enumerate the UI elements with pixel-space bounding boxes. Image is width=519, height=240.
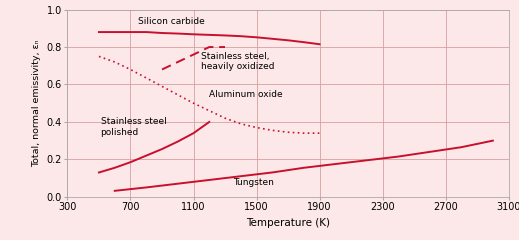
Text: Stainless steel,
heavily oxidized: Stainless steel, heavily oxidized (201, 52, 275, 71)
Y-axis label: Total, normal emissivity, εₙ: Total, normal emissivity, εₙ (32, 39, 41, 167)
Text: Stainless steel
polished: Stainless steel polished (101, 118, 166, 137)
Text: Silicon carbide: Silicon carbide (139, 18, 205, 26)
Text: Tungsten: Tungsten (233, 178, 274, 186)
Text: Aluminum oxide: Aluminum oxide (209, 90, 283, 99)
X-axis label: Temperature (K): Temperature (K) (246, 218, 330, 228)
